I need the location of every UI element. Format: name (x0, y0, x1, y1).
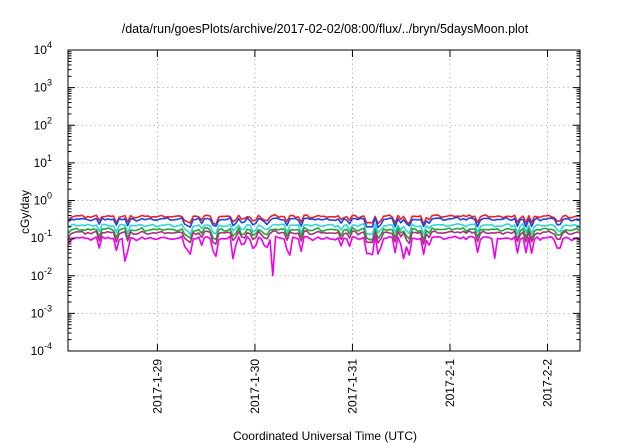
x-axis: 2017-1-29 2017-1-30 2017-1-31 2017-2-1 2017-… (150, 50, 554, 414)
y-axis-label: cGy/day (18, 190, 32, 234)
y-tick-label: 100 (34, 191, 52, 208)
y-tick-label: 10-3 (31, 303, 52, 320)
x-tick-label: 2017-1-30 (248, 359, 262, 414)
chart-title: /data/run/goesPlots/archive/2017-02-02/0… (122, 22, 529, 36)
x-tick-label: 2017-2-2 (540, 359, 554, 407)
series-line (67, 216, 581, 229)
series-line (67, 229, 581, 246)
y-tick-label: 102 (34, 115, 52, 132)
series-line (67, 222, 581, 236)
series-group (67, 214, 581, 277)
y-tick-label: 104 (34, 40, 52, 57)
series-line (67, 235, 581, 277)
x-tick-label: 2017-1-29 (150, 359, 164, 414)
y-tick-label: 10-2 (31, 266, 52, 283)
y-tick-label: 10-1 (31, 228, 52, 245)
x-tick-label: 2017-2-1 (443, 359, 457, 407)
y-tick-label: 101 (34, 153, 52, 170)
series-line (67, 226, 581, 241)
grid-lines (68, 50, 580, 351)
x-axis-label: Coordinated Universal Time (UTC) (233, 429, 417, 443)
series-line (67, 214, 581, 226)
y-tick-label: 103 (34, 78, 52, 95)
y-tick-label: 10-4 (31, 341, 52, 358)
y-axis: 10-4 10-3 10-2 10-1 100 101 102 103 104 (31, 40, 580, 358)
x-tick-label: 2017-1-31 (345, 359, 359, 414)
